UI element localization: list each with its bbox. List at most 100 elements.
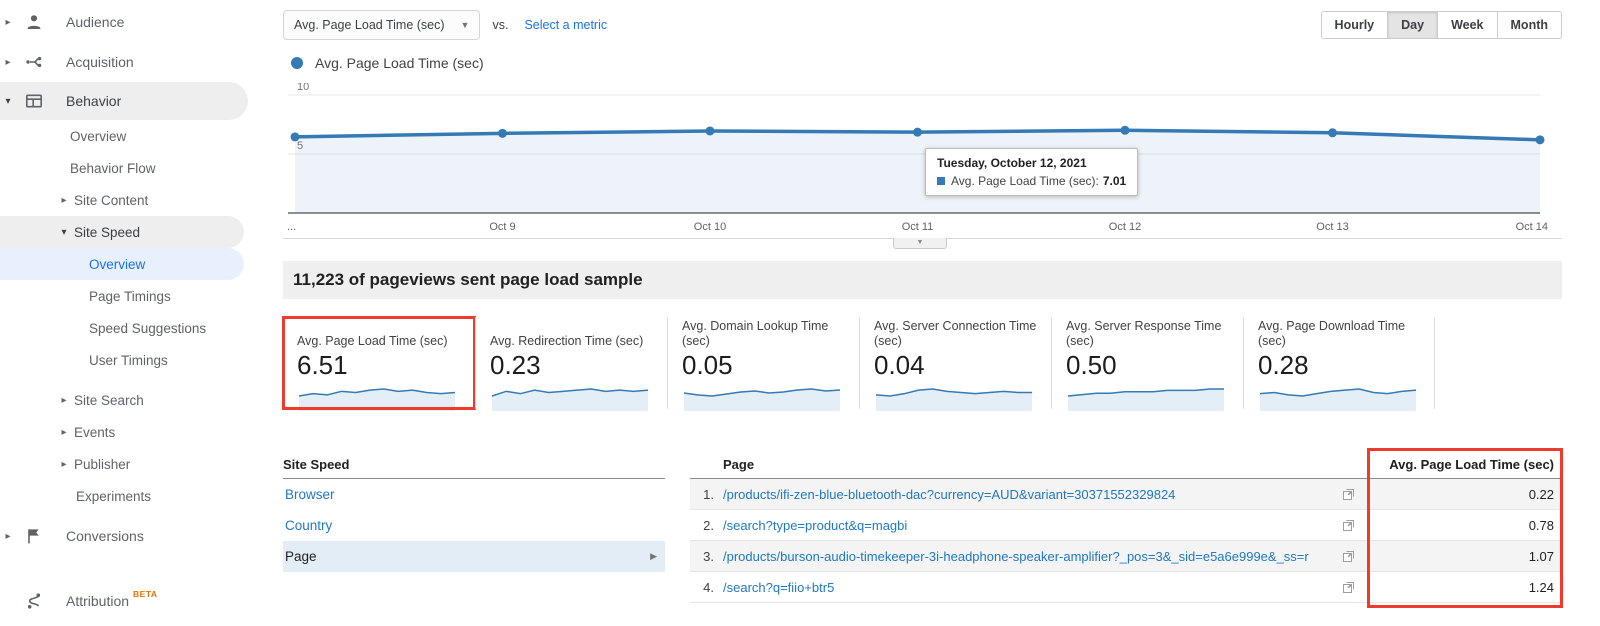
- beta-badge: BETA: [133, 589, 158, 599]
- chevron-down-icon[interactable]: ▾: [5, 95, 11, 107]
- behavior-icon: [24, 91, 44, 111]
- sidebar-item-user-timings[interactable]: User Timings: [89, 352, 168, 368]
- open-page-icon[interactable]: [1328, 581, 1368, 594]
- row-value: 1.24: [1528, 579, 1554, 595]
- day-button[interactable]: Day: [1387, 11, 1439, 39]
- chevron-right-icon[interactable]: ▸: [5, 56, 11, 68]
- svg-text:5: 5: [297, 140, 303, 152]
- month-button[interactable]: Month: [1496, 11, 1562, 39]
- sidebar-item-attribution[interactable]: Attribution BETA: [0, 581, 268, 621]
- tooltip-date: Tuesday, October 12, 2021: [937, 156, 1087, 170]
- chevron-right-icon[interactable]: ▸: [61, 426, 67, 438]
- chart-controls: Avg. Page Load Time (sec) ▼ vs. Select a…: [283, 10, 1562, 40]
- row-number: 2.: [703, 517, 714, 533]
- svg-text:Oct 14: Oct 14: [1516, 221, 1548, 233]
- chart-expand-tab[interactable]: ▼: [893, 238, 947, 249]
- chevron-right-icon[interactable]: ▸: [5, 16, 11, 28]
- sidebar-item-site-speed-overview[interactable]: Overview: [0, 248, 244, 280]
- page-url-link[interactable]: /products/ifi-zen-blue-bluetooth-dac?cur…: [723, 486, 1176, 502]
- open-page-icon[interactable]: [1328, 519, 1368, 532]
- pageload-sample-bar: 11,223 of pageviews sent page load sampl…: [283, 261, 1562, 299]
- sidebar-item-behavior[interactable]: ▾ Behavior: [0, 82, 248, 120]
- card-avg-page-load-time[interactable]: Avg. Page Load Time (sec) 6.51: [282, 316, 476, 411]
- card-value: 6.51: [297, 350, 348, 380]
- card-avg-page-download-time[interactable]: Avg. Page Download Time (sec) 0.28: [1243, 317, 1435, 411]
- row-number: 3.: [703, 548, 714, 564]
- sidebar-item-behavior-overview[interactable]: Overview: [70, 128, 127, 144]
- row-number: 4.: [703, 579, 714, 595]
- card-avg-server-connection-time[interactable]: Avg. Server Connection Time (sec) 0.04: [859, 317, 1051, 411]
- table-row: 3. /products/burson-audio-timekeeper-3i-…: [690, 541, 1562, 572]
- card-label: Avg. Page Load Time (sec): [297, 334, 448, 348]
- site-speed-overview-report: Avg. Page Load Time (sec) ▼ vs. Select a…: [268, 0, 1600, 626]
- open-page-icon[interactable]: [1328, 488, 1368, 501]
- sidebar-item-speed-suggestions[interactable]: Speed Suggestions: [89, 320, 207, 336]
- sidebar-item-publisher[interactable]: ▸ Publisher: [0, 448, 268, 480]
- week-button[interactable]: Week: [1437, 11, 1498, 39]
- pages-table: Page Avg. Page Load Time (sec) 1. /produ…: [690, 448, 1563, 608]
- chevron-down-icon[interactable]: ▾: [61, 226, 67, 238]
- flag-icon: [24, 526, 44, 546]
- sparkline-chart: [875, 388, 1032, 411]
- table-row: 2. /search?type=product&q=magbi 0.78: [690, 510, 1562, 541]
- hourly-button[interactable]: Hourly: [1320, 11, 1389, 39]
- svg-text:Oct 10: Oct 10: [694, 221, 726, 233]
- card-avg-server-response-time[interactable]: Avg. Server Response Time (sec) 0.50: [1051, 317, 1243, 411]
- sidebar-item-acquisition[interactable]: ▸ Acquisition: [0, 42, 268, 82]
- sidebar-item-site-content[interactable]: ▸ Site Content: [0, 184, 268, 216]
- card-label: Avg. Page Download Time (sec): [1258, 319, 1406, 348]
- card-value: 0.04: [874, 350, 925, 380]
- open-page-icon[interactable]: [1328, 550, 1368, 563]
- card-label: Avg. Domain Lookup Time (sec): [682, 319, 829, 348]
- dimension-item-page[interactable]: Page ▶: [283, 541, 665, 572]
- sidebar-item-label: Acquisition: [66, 54, 134, 70]
- sidebar-item-label: Conversions: [66, 528, 144, 544]
- timeseries-chart[interactable]: 5 10... Oct 9 Oct 10 Oct 11 Oct 12 Oct 13 Oct 1…: [283, 83, 1562, 235]
- sidebar-item-site-speed[interactable]: ▾ Site Speed: [0, 216, 244, 248]
- vs-label: vs.: [492, 18, 509, 32]
- sidebar-item-site-search[interactable]: ▸ Site Search: [0, 384, 268, 416]
- svg-text:10: 10: [297, 83, 309, 93]
- detail-section: Site Speed Browser Country Page ▶ Page A…: [283, 448, 1563, 608]
- chevron-right-icon[interactable]: ▸: [61, 194, 67, 206]
- metric-selector-dropdown[interactable]: Avg. Page Load Time (sec) ▼: [283, 10, 481, 40]
- card-value: 0.28: [1258, 350, 1309, 380]
- series-marker-icon: [937, 177, 945, 185]
- sparkline-chart: [491, 388, 649, 411]
- page-column-header[interactable]: Page: [723, 457, 755, 472]
- sidebar-item-page-timings[interactable]: Page Timings: [89, 288, 171, 304]
- sidebar-item-label: Behavior: [66, 93, 122, 109]
- dimension-item-country[interactable]: Country: [285, 518, 333, 533]
- line-chart-canvas[interactable]: 5 10... Oct 9 Oct 10 Oct 11 Oct 12 Oct 13 Oct 1…: [283, 83, 1562, 235]
- card-value: 0.05: [682, 350, 733, 380]
- table-row: 4. /search?q=fiio+btr5 1.24: [690, 572, 1562, 603]
- page-url-link[interactable]: /products/burson-audio-timekeeper-3i-hea…: [723, 548, 1309, 564]
- select-a-metric-link[interactable]: Select a metric: [524, 18, 608, 32]
- sidebar-item-audience[interactable]: ▸ Audience: [0, 2, 268, 42]
- value-column-header[interactable]: Avg. Page Load Time (sec): [1389, 457, 1554, 472]
- sparkline-chart: [1067, 388, 1224, 411]
- chart-tooltip: Tuesday, October 12, 2021 Avg. Page Load…: [925, 148, 1139, 196]
- dimension-item-browser[interactable]: Browser: [285, 487, 335, 502]
- scorecards-row: Avg. Page Load Time (sec) 6.51 Avg. Redi…: [282, 316, 1562, 411]
- svg-text:Oct 11: Oct 11: [902, 221, 934, 233]
- sparkline-chart: [1259, 388, 1417, 411]
- chevron-right-icon[interactable]: ▸: [61, 458, 67, 470]
- card-label: Avg. Server Response Time (sec): [1066, 319, 1222, 348]
- acquisition-icon: [24, 52, 44, 72]
- chevron-right-icon[interactable]: ▸: [61, 394, 67, 406]
- sidebar-item-conversions[interactable]: ▸ Conversions: [0, 516, 268, 556]
- tooltip-metric-value: 7.01: [1102, 174, 1127, 188]
- sidebar-item-behavior-flow[interactable]: Behavior Flow: [70, 160, 156, 176]
- chevron-right-icon: ▶: [650, 551, 657, 561]
- card-avg-domain-lookup-time[interactable]: Avg. Domain Lookup Time (sec) 0.05: [667, 317, 859, 411]
- dimension-panel-header: Site Speed: [283, 451, 665, 479]
- page-url-link[interactable]: /search?q=fiio+btr5: [723, 579, 835, 595]
- sidebar-item-events[interactable]: ▸ Events: [0, 416, 268, 448]
- sidebar-item-label: Attribution: [66, 593, 130, 609]
- page-url-link[interactable]: /search?type=product&q=magbi: [723, 517, 908, 533]
- sidebar-item-experiments[interactable]: Experiments: [76, 488, 152, 504]
- card-label: Avg. Redirection Time (sec): [490, 334, 644, 348]
- chevron-right-icon[interactable]: ▸: [5, 530, 11, 542]
- card-avg-redirection-time[interactable]: Avg. Redirection Time (sec) 0.23: [475, 317, 667, 411]
